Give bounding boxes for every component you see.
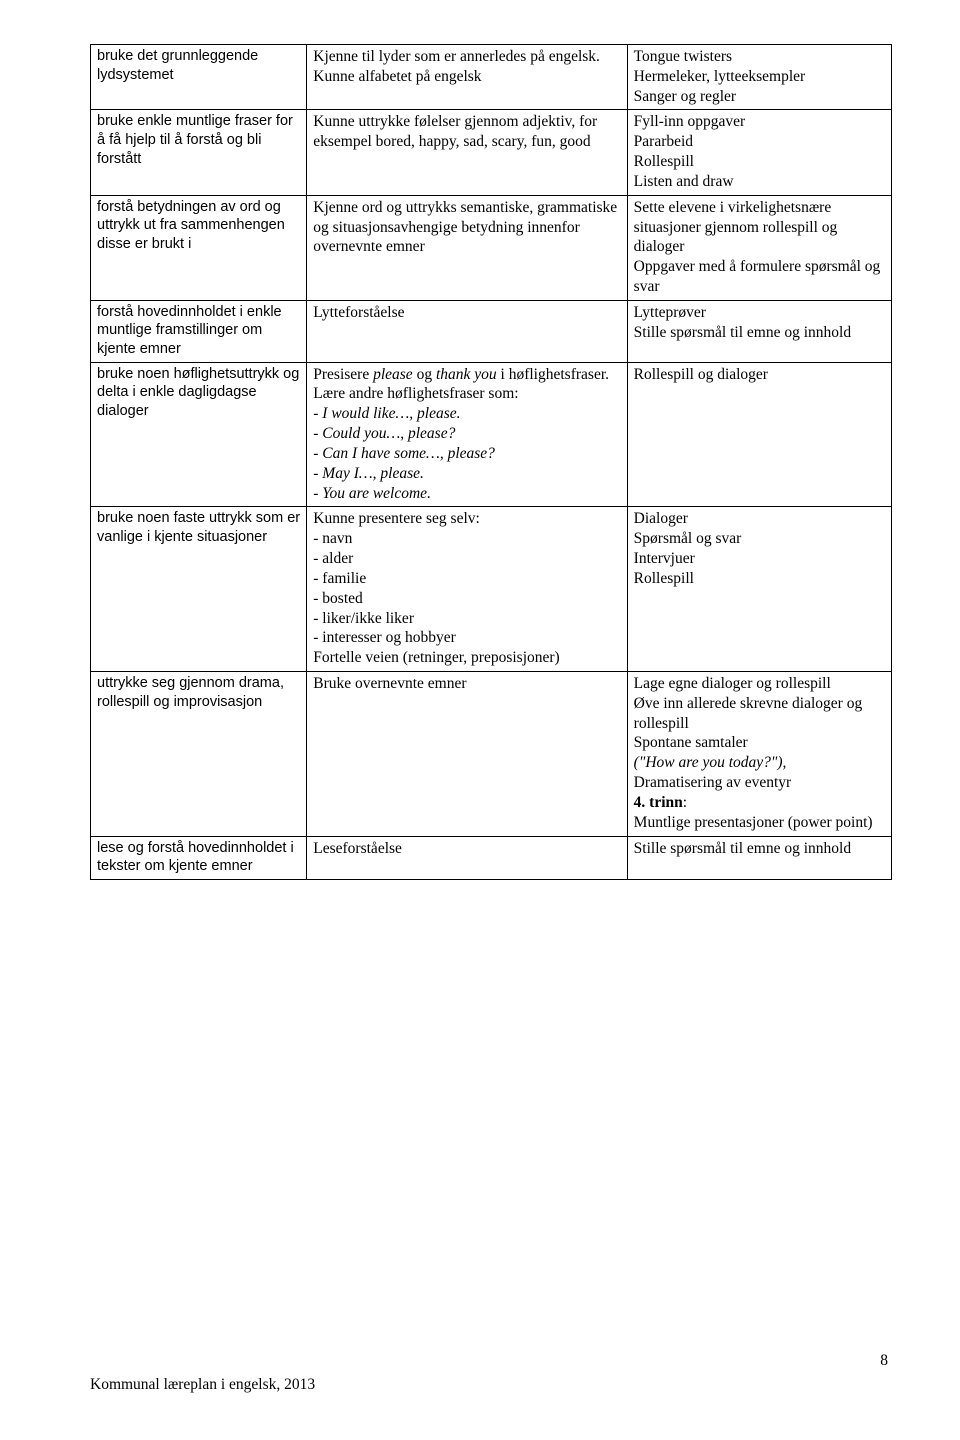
cell-method: Rollespill og dialoger — [627, 362, 891, 507]
cell-method: Sette elevene i virkelighetsnære situasj… — [627, 195, 891, 300]
cell-method: Dialoger Spørsmål og svar Intervjuer Rol… — [627, 507, 891, 672]
cell-method: Lage egne dialoger og rollespill Øve inn… — [627, 672, 891, 837]
cell-content: Presisere please og thank you i høflighe… — [307, 362, 627, 507]
cell-method: Fyll-inn oppgaver Pararbeid Rollespill L… — [627, 110, 891, 195]
cell-content: Kunne uttrykke følelser gjennom adjektiv… — [307, 110, 627, 195]
cell-content: Kjenne til lyder som er annerledes på en… — [307, 45, 627, 110]
table-row: bruke noen høflighetsuttrykk og delta i … — [91, 362, 892, 507]
table-row: bruke enkle muntlige fraser for å få hje… — [91, 110, 892, 195]
page-number: 8 — [880, 1352, 888, 1370]
table-row: uttrykke seg gjennom drama, rollespill o… — [91, 672, 892, 837]
cell-content: Lytteforståelse — [307, 300, 627, 362]
cell-goal: forstå hovedinnholdet i enkle muntlige f… — [91, 300, 307, 362]
cell-method: Lytteprøver Stille spørsmål til emne og … — [627, 300, 891, 362]
cell-goal: bruke enkle muntlige fraser for å få hje… — [91, 110, 307, 195]
cell-goal: bruke noen høflighetsuttrykk og delta i … — [91, 362, 307, 507]
footer-text: Kommunal læreplan i engelsk, 2013 — [90, 1376, 315, 1394]
curriculum-table: bruke det grunnleggende lydsystemet Kjen… — [90, 44, 892, 880]
cell-content: Kjenne ord og uttrykks semantiske, gramm… — [307, 195, 627, 300]
cell-content: Bruke overnevnte emner — [307, 672, 627, 837]
cell-goal: uttrykke seg gjennom drama, rollespill o… — [91, 672, 307, 837]
cell-goal: lese og forstå hovedinnholdet i tekster … — [91, 836, 307, 879]
table-row: bruke det grunnleggende lydsystemet Kjen… — [91, 45, 892, 110]
table-row: forstå betydningen av ord og uttrykk ut … — [91, 195, 892, 300]
cell-goal: bruke det grunnleggende lydsystemet — [91, 45, 307, 110]
table-row: forstå hovedinnholdet i enkle muntlige f… — [91, 300, 892, 362]
cell-content: Leseforståelse — [307, 836, 627, 879]
cell-goal: bruke noen faste uttrykk som er vanlige … — [91, 507, 307, 672]
table-row: bruke noen faste uttrykk som er vanlige … — [91, 507, 892, 672]
cell-goal: forstå betydningen av ord og uttrykk ut … — [91, 195, 307, 300]
cell-content: Kunne presentere seg selv: - navn - alde… — [307, 507, 627, 672]
table-row: lese og forstå hovedinnholdet i tekster … — [91, 836, 892, 879]
cell-method: Tongue twisters Hermeleker, lytteeksempl… — [627, 45, 891, 110]
cell-method: Stille spørsmål til emne og innhold — [627, 836, 891, 879]
